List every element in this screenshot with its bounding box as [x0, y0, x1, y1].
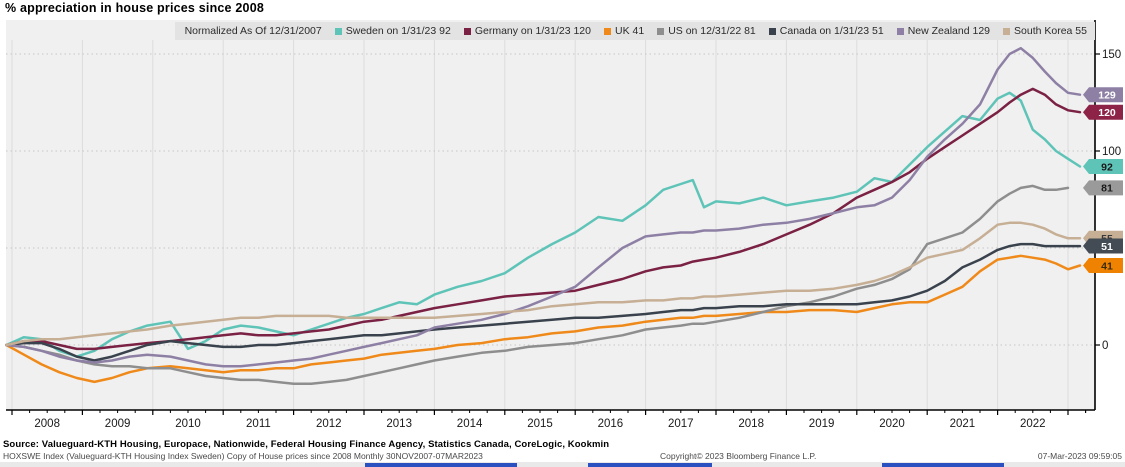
legend-color-swatch [334, 27, 342, 35]
value-badge-120 [1083, 104, 1123, 120]
x-axis-year-label: 2014 [457, 418, 483, 430]
source-line: Source: Valueguard-KTH Housing, Europace… [3, 439, 610, 450]
legend-color-swatch [1003, 27, 1011, 35]
x-axis-year-label: 2015 [527, 418, 553, 430]
index-description: HOXSWE Index (Valueguard-KTH Housing Ind… [3, 451, 483, 461]
series-line-germany [5, 87, 1082, 351]
chart-title: % appreciation in house prices since 200… [5, 1, 264, 15]
legend-item-label: Sweden on 1/31/23 92 [345, 25, 451, 37]
x-axis-year-label: 2016 [598, 418, 624, 430]
copyright-text: Copyright© 2023 Bloomberg Finance L.P. [660, 451, 817, 461]
series-line-sweden [5, 91, 1082, 358]
series-line-us [5, 184, 1070, 386]
x-axis-year-label: 2020 [879, 418, 905, 430]
x-axis-year-label: 2018 [738, 418, 764, 430]
legend-color-swatch [463, 27, 471, 35]
value-badge-text: 51 [1101, 241, 1113, 253]
value-badge-81 [1083, 180, 1123, 196]
value-badge-129 [1083, 87, 1123, 103]
y-axis-tick-label: 150 [1102, 49, 1121, 61]
value-badge-text: 120 [1098, 107, 1116, 119]
x-axis-year-label: 2017 [668, 418, 694, 430]
x-axis-year-label: 2011 [246, 418, 271, 430]
value-badge-92 [1083, 159, 1123, 175]
value-badge-text: 41 [1101, 260, 1113, 272]
legend-item-label: Germany on 1/31/23 120 [474, 25, 591, 37]
value-badge-text: 92 [1101, 161, 1113, 173]
legend-item-germany[interactable]: Germany on 1/31/23 120 [463, 25, 591, 37]
x-axis-year-label: 2022 [1020, 418, 1046, 430]
value-badge-text: 81 [1101, 183, 1113, 195]
value-badge-text: 129 [1098, 90, 1116, 102]
y-axis-tick-label: 0 [1102, 340, 1108, 352]
legend-item-label: UK 41 [615, 25, 645, 37]
y-axis-tick-label: 100 [1102, 146, 1121, 158]
legend-item-canada[interactable]: Canada on 1/31/23 51 [768, 25, 884, 37]
legend-item-label: New Zealand 129 [907, 25, 991, 37]
series-line-uk [5, 254, 1082, 384]
series-line-new-zealand [5, 46, 1082, 368]
legend-item-uk[interactable]: UK 41 [604, 25, 644, 37]
taskbar-fragment [365, 463, 517, 467]
legend-item-us[interactable]: US on 12/31/22 81 [657, 25, 756, 37]
x-axis-year-label: 2013 [386, 418, 412, 430]
legend-item-south[interactable]: South Korea 55 [1003, 25, 1087, 37]
x-axis-year-label: 2009 [105, 418, 131, 430]
legend-color-swatch [896, 27, 904, 35]
footer-meta-row: HOXSWE Index (Valueguard-KTH Housing Ind… [0, 451, 1125, 462]
legend-item-label: US on 12/31/22 81 [668, 25, 756, 37]
chart-legend: Normalized As Of 12/31/2007 Sweden on 1/… [174, 22, 1095, 40]
legend-item-sweden[interactable]: Sweden on 1/31/23 92 [334, 25, 451, 37]
x-axis-year-label: 2008 [34, 418, 60, 430]
series-line-south-korea [5, 221, 1082, 347]
series-line-canada [5, 242, 1082, 362]
legend-color-swatch [768, 27, 776, 35]
legend-normalization-note: Normalized As Of 12/31/2007 [184, 25, 322, 37]
x-axis-year-label: 2021 [950, 418, 976, 430]
legend-item-label: South Korea 55 [1014, 25, 1087, 37]
value-badge-41 [1083, 257, 1123, 273]
taskbar-fragment [882, 463, 1004, 467]
bottom-edge-strip [0, 462, 1125, 467]
x-axis-year-label: 2010 [175, 418, 201, 430]
x-axis-year-label: 2019 [809, 418, 835, 430]
legend-item-new[interactable]: New Zealand 129 [896, 25, 991, 37]
taskbar-fragment [588, 463, 712, 467]
timestamp-text: 07-Mar-2023 09:59:05 [1037, 451, 1122, 461]
x-axis-year-label: 2012 [316, 418, 342, 430]
legend-item-label: Canada on 1/31/23 51 [779, 25, 884, 37]
legend-color-swatch [604, 27, 611, 35]
value-badge-51 [1083, 238, 1123, 254]
legend-color-swatch [657, 27, 665, 35]
